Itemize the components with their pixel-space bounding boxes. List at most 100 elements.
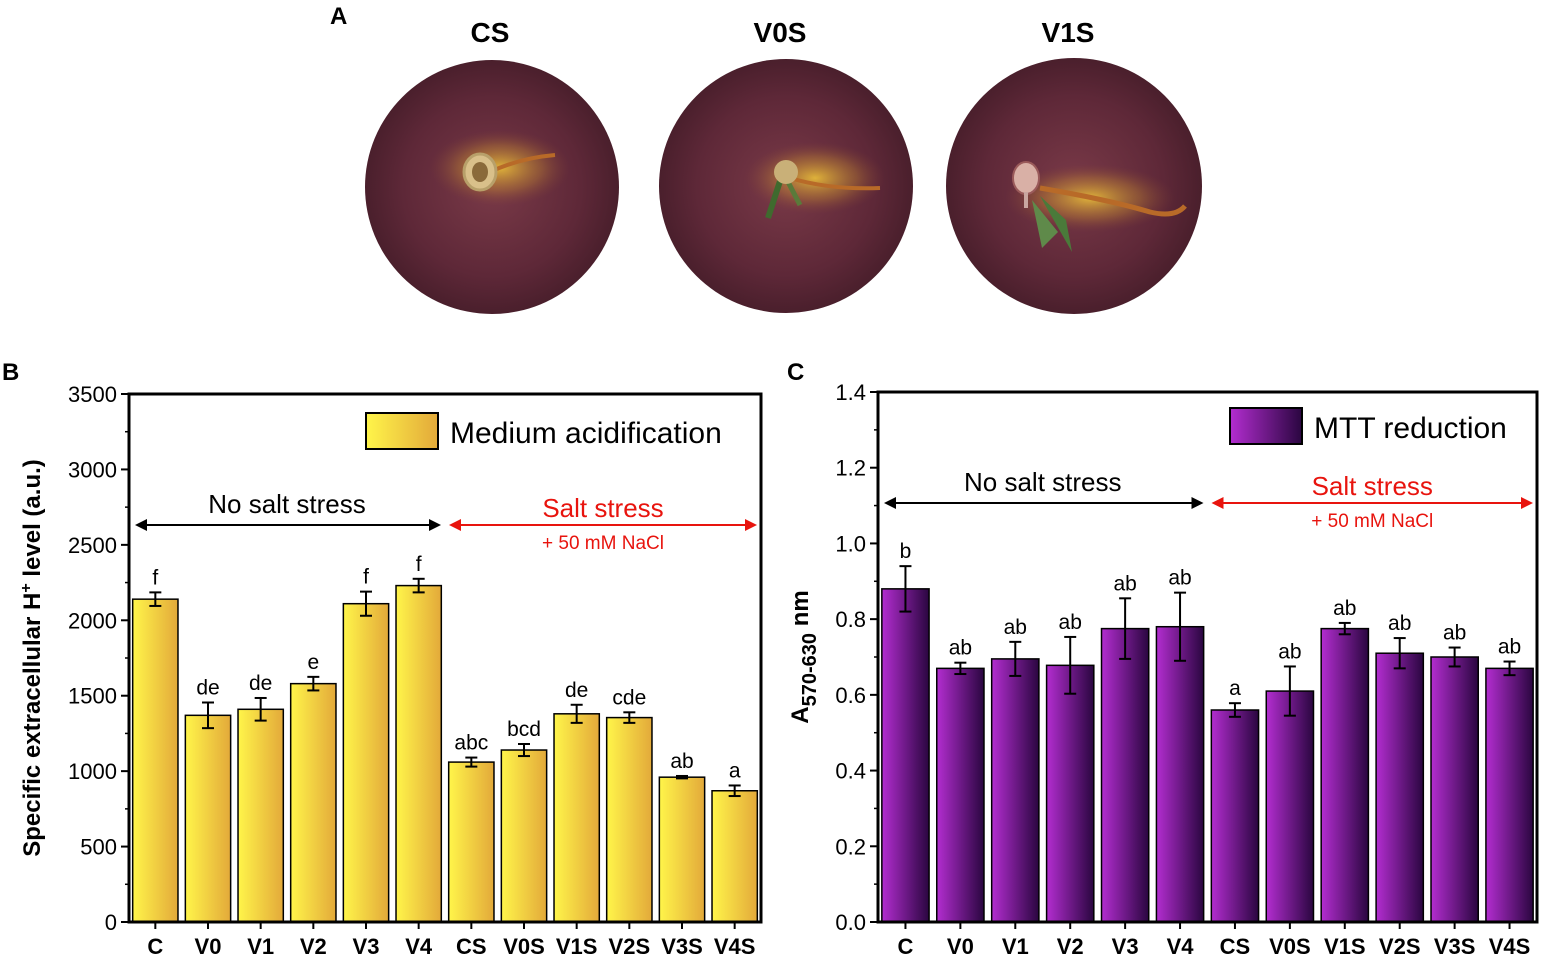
salt-label: Salt stress [542,493,663,523]
bar-V1S [553,713,601,923]
significance-letter: ab [1113,572,1136,595]
bar-V0S [500,749,548,923]
y-tick-label: 2000 [68,608,117,633]
y-tick-label: 0.4 [835,759,866,784]
bar-V4S [1485,667,1534,923]
significance-letter: ab [1443,622,1466,645]
no-salt-label: No salt stress [208,489,366,519]
plot-frame [127,392,763,924]
bar-CS [1210,709,1260,923]
bar-V4S [711,790,759,923]
salt-arrow-head-left [1211,497,1224,509]
significance-letter: f [152,566,158,589]
salt-sub-label: + 50 mM NaCl [542,533,664,554]
photo-label-cs: CS [471,17,510,48]
no-salt-arrow-head-right [429,519,441,531]
y-tick-label: 1.4 [835,380,866,405]
significance-letter: b [900,540,912,563]
photo-label-v1s: V1S [1042,17,1095,48]
x-tick-label: V3 [1112,934,1139,959]
photo-label-v0s: V0S [754,17,807,48]
bar-V3S [658,776,706,923]
no-salt-arrow-head-left [884,497,896,509]
significance-letter: ab [1498,636,1521,659]
x-tick-label: CS [1220,934,1251,959]
y-tick-label: 1000 [68,759,117,784]
x-tick-label: V0S [503,934,545,959]
bar-CS [447,761,495,923]
salt-arrow-head-right [1521,497,1533,509]
x-tick-label: V2 [300,934,327,959]
photo-v1s: V1S [946,17,1202,314]
x-tick-label: V0S [1269,934,1311,959]
no-salt-label: No salt stress [964,467,1122,497]
x-tick-label: C [898,934,914,959]
x-tick-label: V3S [661,934,703,959]
bar-V3 [342,602,390,923]
x-tick-label: V1 [247,934,274,959]
legend-swatch [365,412,439,450]
significance-letter: ab [1168,567,1191,590]
x-tick-label: V0 [947,934,974,959]
chart-c: 0.0 0.2 0.4 0.6 0.8 1.0 1.2 1.4 b Cab V0 ab V1 ab V2 ab… [787,380,1539,959]
bar-V4 [395,584,443,923]
x-tick-label: V4 [1167,934,1195,959]
x-tick-label: V3S [1434,934,1476,959]
seedling-dish-icon [946,58,1202,314]
significance-letter: f [416,553,422,576]
panel-a-letter: A [330,3,347,30]
panel-c-letter: C [787,359,804,386]
x-tick-label: V4S [714,934,756,959]
plot-frame [876,390,1539,924]
significance-letter: ab [1059,611,1082,634]
bar-V0 [936,667,985,923]
no-salt-arrow-head-right [1191,497,1204,509]
bar-V1S [1320,627,1370,923]
salt-label: Salt stress [1312,471,1433,501]
y-tick-label: 1500 [68,684,117,709]
y-axis-label: Specific extracellular H+ level (a.u.) [18,459,46,857]
legend-label: Medium acidification [450,417,722,450]
significance-letter: ab [1278,640,1301,663]
x-tick-label: V0 [195,934,222,959]
legend-swatch [1229,407,1303,445]
y-tick-label: 0 [105,910,117,935]
significance-letter: ab [1388,612,1411,635]
x-tick-label: V1 [1002,934,1029,959]
y-tick-label: 2500 [68,533,117,558]
significance-letter: bcd [507,718,541,741]
significance-letter: abc [454,732,488,755]
bar-C [881,588,930,923]
x-tick-label: V4 [405,934,433,959]
y-tick-label: 3000 [68,457,117,482]
bar-V3S [1430,656,1479,923]
significance-letter: a [1229,677,1241,700]
x-tick-label: V2 [1057,934,1084,959]
bar-V2 [1045,664,1095,923]
significance-letter: cde [612,686,646,709]
significance-letter: de [196,677,219,700]
no-salt-arrow-head-left [135,519,147,531]
y-tick-label: 0.6 [835,683,866,708]
y-tick-label: 1.0 [835,531,866,556]
photo-v0s: V0S [659,17,913,313]
significance-letter: de [565,679,588,702]
bar-V0S [1265,690,1315,923]
x-tick-label: V2S [1379,934,1421,959]
y-tick-label: 500 [80,835,117,860]
bar-V3 [1100,627,1150,923]
bar-V4 [1155,625,1205,923]
x-tick-label: V2S [609,934,651,959]
salt-arrow-head-left [449,519,461,531]
salt-arrow-head-right [745,519,757,531]
bar-V2 [289,682,337,923]
chart-b: 0 500 1000 1500 2000 2500 3000 3500 f Cde V0 de V1 e V… [18,382,763,959]
y-tick-label: 0.0 [835,910,866,935]
significance-letter: f [363,566,369,589]
y-axis-label: A570-630 nm [787,590,821,723]
y-tick-label: 0.8 [835,607,866,632]
x-tick-label: V1S [1324,934,1366,959]
significance-letter: ab [949,637,972,660]
significance-letter: a [729,759,741,782]
